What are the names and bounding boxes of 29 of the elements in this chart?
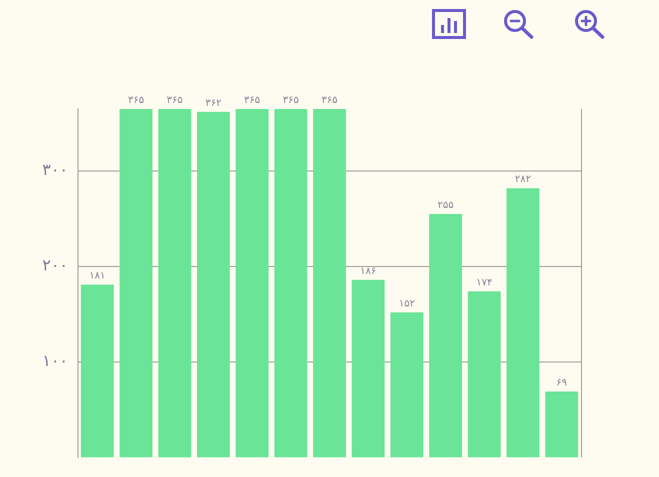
data-label: ۱۷۴ — [476, 277, 492, 288]
data-label: ۳۶۵ — [282, 95, 299, 106]
data-label: ۲۸۲ — [514, 174, 532, 186]
bar — [352, 280, 385, 458]
bar — [120, 109, 152, 458]
bar — [313, 109, 346, 458]
bar — [545, 392, 578, 458]
y-tick-label: ۳۰۰ — [42, 160, 68, 180]
bar — [196, 112, 230, 458]
bar — [390, 312, 424, 458]
data-label: ۳۶۵ — [244, 95, 260, 106]
bar — [506, 188, 540, 458]
bar — [80, 284, 114, 458]
data-label: ۱۸۶ — [360, 266, 376, 277]
bar — [236, 109, 269, 458]
data-label: ۱۵۲ — [398, 298, 415, 310]
bar — [274, 109, 308, 458]
y-tick-label: ۱۰۰ — [42, 351, 68, 370]
data-label: ۱۸۱ — [89, 270, 106, 282]
data-label: ۶۹ — [556, 378, 568, 389]
bar — [468, 291, 501, 458]
data-label: ۲۵۵ — [438, 200, 454, 211]
data-label: ۳۶۵ — [321, 95, 338, 106]
data-label: ۳۶۲ — [205, 98, 222, 109]
data-label: ۳۶۵ — [166, 95, 183, 106]
data-label: ۳۶۵ — [128, 95, 144, 106]
bar — [429, 214, 462, 458]
y-tick-label: ۲۰۰ — [42, 256, 68, 275]
bar — [158, 109, 192, 458]
